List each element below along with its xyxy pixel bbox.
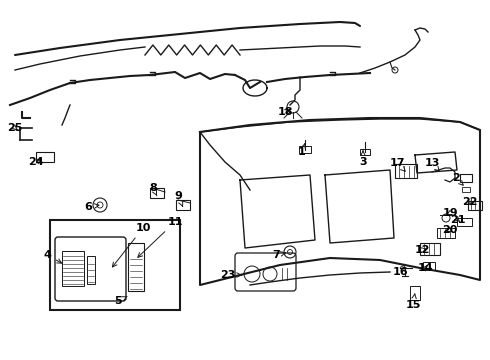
Bar	[87, 256, 95, 284]
Bar	[457, 218, 472, 226]
Text: 21: 21	[450, 215, 466, 225]
Bar	[437, 228, 455, 238]
Text: 18: 18	[277, 107, 293, 117]
Bar	[36, 152, 54, 162]
Text: 7: 7	[272, 250, 286, 260]
Bar	[423, 262, 435, 270]
Bar	[468, 201, 482, 210]
Text: 14: 14	[417, 263, 433, 273]
Bar	[460, 174, 472, 182]
Bar	[176, 200, 190, 210]
Bar	[50, 220, 180, 310]
Text: 1: 1	[298, 144, 306, 157]
Text: 24: 24	[28, 157, 44, 167]
Text: 8: 8	[149, 183, 157, 196]
Text: 19: 19	[442, 208, 458, 218]
Text: 20: 20	[442, 225, 458, 235]
Text: 22: 22	[462, 197, 478, 207]
Bar	[420, 243, 440, 255]
Bar	[360, 149, 370, 155]
Bar	[62, 251, 84, 286]
Text: 10: 10	[112, 223, 151, 267]
Text: 5: 5	[114, 296, 127, 306]
Text: 6: 6	[84, 202, 99, 212]
Bar	[410, 286, 420, 300]
Text: 3: 3	[359, 151, 367, 167]
Text: 9: 9	[174, 191, 183, 206]
Text: 12: 12	[414, 245, 430, 255]
Text: 25: 25	[7, 123, 23, 133]
Text: 16: 16	[392, 264, 408, 277]
Text: 17: 17	[389, 158, 405, 171]
Text: 23: 23	[220, 270, 242, 280]
Bar	[299, 146, 311, 153]
Text: 15: 15	[405, 294, 421, 310]
Text: 2: 2	[452, 173, 463, 185]
Bar	[395, 164, 417, 178]
Text: 4: 4	[43, 250, 62, 263]
Text: 11: 11	[138, 217, 183, 257]
Bar	[150, 188, 164, 198]
Text: 13: 13	[424, 158, 440, 171]
Bar	[462, 187, 470, 192]
Bar	[128, 243, 144, 291]
